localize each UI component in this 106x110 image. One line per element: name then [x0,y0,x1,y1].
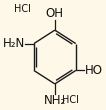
Text: H₂N: H₂N [2,37,25,50]
Text: HCl: HCl [14,4,31,14]
Text: HCl: HCl [62,95,78,105]
Text: NH₂: NH₂ [44,94,66,107]
Text: HO: HO [85,64,103,77]
Text: OH: OH [46,7,64,20]
